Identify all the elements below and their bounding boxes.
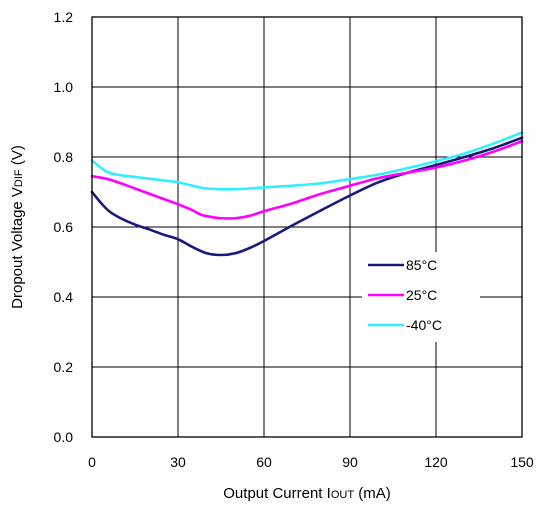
- y-tick-label: 1.0: [54, 79, 74, 95]
- y-axis-label: Dropout Voltage VDIF (V): [9, 145, 26, 309]
- series-line-1: [90, 139, 524, 220]
- y-tick-label: 0.2: [54, 359, 74, 375]
- y-tick-labels: 0.0 0.2 0.4 0.6 0.8 1.0 1.2: [54, 9, 74, 445]
- x-tick-labels: 0 30 60 90 120 150: [88, 454, 534, 470]
- x-tick-label: 90: [342, 454, 358, 470]
- y-tick-label: 1.2: [54, 9, 74, 25]
- x-axis-label-main: Output Current I: [223, 485, 331, 502]
- legend-label: 85°C: [406, 257, 437, 273]
- x-axis-label-subscript: OUT: [331, 489, 355, 501]
- legend: 85°C 25°C -40°C: [362, 252, 480, 342]
- grid-lines: [92, 17, 522, 437]
- y-axis-label-subscript: DIF: [13, 169, 25, 187]
- x-tick-label: 120: [424, 454, 448, 470]
- x-tick-label: 150: [510, 454, 534, 470]
- x-tick-label: 60: [256, 454, 272, 470]
- y-axis-label-main: Dropout Voltage V: [9, 187, 26, 309]
- legend-label: 25°C: [406, 287, 437, 303]
- y-axis-label-unit: (V): [9, 145, 26, 169]
- series-lines: [90, 131, 524, 257]
- y-tick-label: 0.0: [54, 429, 74, 445]
- plot-frame: [91, 16, 523, 438]
- legend-label: -40°C: [406, 317, 442, 333]
- y-tick-label: 0.8: [54, 149, 74, 165]
- series-line-2: [90, 131, 524, 191]
- y-tick-label: 0.6: [54, 219, 74, 235]
- y-tick-label: 0.4: [54, 289, 74, 305]
- x-axis-label: Output Current IOUT (mA): [223, 485, 390, 502]
- x-tick-label: 30: [170, 454, 186, 470]
- x-tick-label: 0: [88, 454, 96, 470]
- legend-background: [362, 252, 480, 342]
- x-axis-label-unit: (mA): [354, 485, 391, 502]
